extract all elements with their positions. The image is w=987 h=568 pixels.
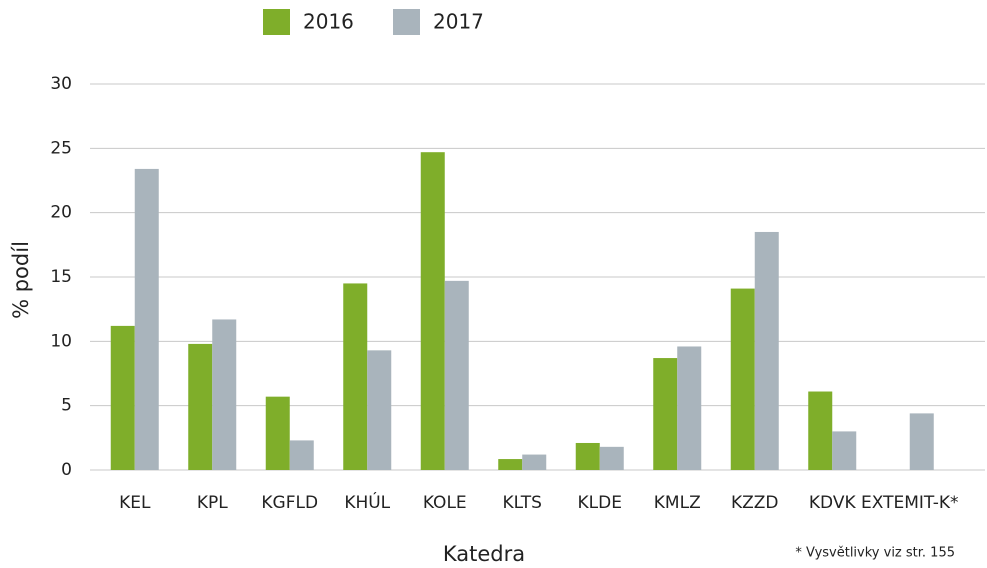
bar — [265, 396, 290, 470]
bar — [498, 459, 523, 470]
y-tick-label: 15 — [50, 267, 72, 287]
legend-swatch — [393, 9, 420, 35]
legend-swatch — [263, 9, 290, 35]
bar — [677, 346, 702, 470]
bar — [188, 343, 213, 470]
x-tick-label: KZZD — [731, 493, 779, 513]
bar — [343, 283, 368, 470]
y-tick-label: 0 — [61, 460, 72, 480]
x-tick-label: KLTS — [503, 493, 542, 513]
bar — [808, 391, 833, 470]
bar — [909, 413, 934, 470]
bar — [134, 168, 159, 471]
y-tick-label: 30 — [50, 74, 72, 94]
x-tick-label: KDVK — [809, 493, 857, 513]
footnote: * Vysvětlivky viz str. 155 — [795, 546, 955, 561]
y-tick-label: 20 — [50, 203, 72, 223]
bar — [289, 440, 314, 470]
bar — [754, 231, 779, 470]
x-tick-label: EXTEMIT-K* — [861, 493, 959, 513]
bar — [420, 152, 445, 470]
y-tick-label: 10 — [50, 331, 72, 351]
bar — [653, 358, 678, 470]
x-tick-label: KOLE — [423, 493, 467, 513]
x-axis-label: Katedra — [443, 542, 525, 566]
bar — [110, 325, 135, 470]
bar — [444, 280, 469, 470]
y-tick-label: 5 — [61, 396, 72, 416]
bar — [212, 319, 237, 470]
x-tick-label: KLDE — [578, 493, 622, 513]
y-axis-label: % podíl — [9, 241, 33, 319]
x-tick-label: KMLZ — [654, 493, 701, 513]
bar — [575, 442, 600, 470]
bar — [599, 446, 624, 470]
legend-label: 2016 — [303, 10, 354, 34]
y-tick-label: 25 — [50, 138, 72, 158]
bar — [730, 288, 755, 470]
x-tick-label: KGFLD — [261, 493, 318, 513]
bar — [522, 454, 547, 470]
bar — [832, 431, 857, 470]
legend-label: 2017 — [433, 10, 484, 34]
x-tick-label: KEL — [119, 493, 151, 513]
x-tick-label: KHÚL — [344, 491, 390, 513]
bar — [367, 350, 392, 470]
x-tick-label: KPL — [197, 493, 228, 513]
